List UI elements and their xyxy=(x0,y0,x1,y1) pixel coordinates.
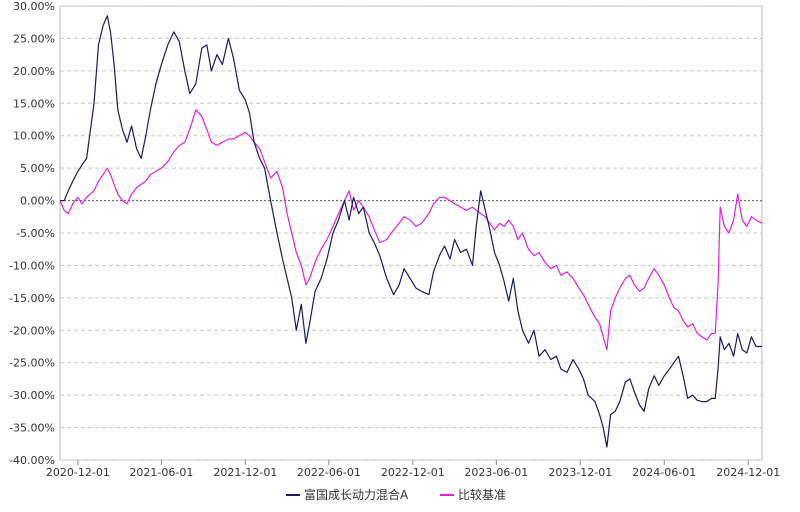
x-tick-label: 2022-12-01 xyxy=(381,466,445,479)
gridlines xyxy=(60,5,762,461)
x-tick-label: 2024-06-01 xyxy=(632,466,696,479)
y-tick-label: 5.00% xyxy=(20,162,55,175)
y-tick-label: 15.00% xyxy=(13,97,55,110)
y-tick-label: 25.00% xyxy=(13,32,55,45)
y-axis-ticks: 30.00% 25.00% 20.00% 15.00% 10.00% 5.00% 0.00%… xyxy=(9,0,55,467)
y-tick-label: -15.00% xyxy=(9,292,55,305)
y-tick-label: 10.00% xyxy=(13,130,55,143)
x-axis-ticks: 2020-12-01 2021-06-01 2021-12-01 2022-06-01… xyxy=(46,460,780,479)
x-tick-label: 2022-06-01 xyxy=(297,466,361,479)
y-tick-label: -20.00% xyxy=(9,324,55,337)
series-line-0 xyxy=(60,15,762,448)
y-tick-label: -40.00% xyxy=(9,454,55,467)
x-tick-label: 2021-06-01 xyxy=(129,466,193,479)
y-tick-label: -5.00% xyxy=(16,227,55,240)
x-tick-label: 2023-06-01 xyxy=(464,466,528,479)
y-tick-label: 30.00% xyxy=(13,0,55,13)
y-tick-label: -10.00% xyxy=(9,259,55,272)
series-line-1 xyxy=(59,109,763,351)
x-tick-label: 2020-12-01 xyxy=(46,466,110,479)
series-lines xyxy=(59,15,763,448)
x-tick-label: 2023-12-01 xyxy=(548,466,612,479)
x-tick-label: 2021-12-01 xyxy=(213,466,277,479)
legend-label-0: 富国成长动力混合A xyxy=(304,487,409,502)
x-tick-label: 2024-12-01 xyxy=(716,466,780,479)
y-tick-label: -25.00% xyxy=(9,357,55,370)
legend-label-1: 比较基准 xyxy=(458,487,506,502)
y-tick-label: -30.00% xyxy=(9,389,55,402)
y-tick-label: 0.00% xyxy=(20,195,55,208)
y-tick-label: -35.00% xyxy=(9,422,55,435)
legend: 富国成长动力混合A 比较基准 xyxy=(286,487,506,502)
y-tick-label: 20.00% xyxy=(13,65,55,78)
